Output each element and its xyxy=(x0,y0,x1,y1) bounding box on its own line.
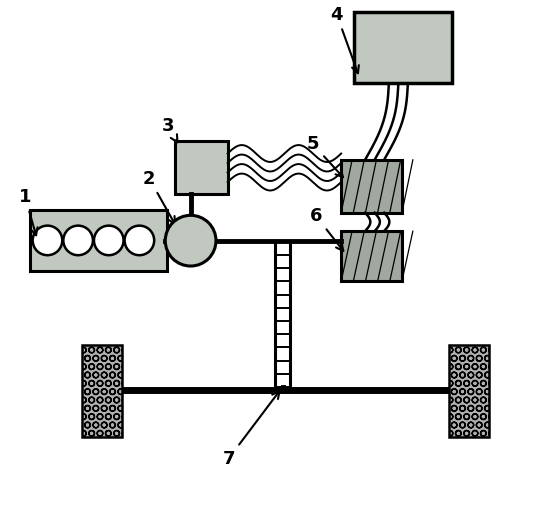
Bar xyxy=(341,160,402,213)
Text: 5: 5 xyxy=(307,135,343,177)
Bar xyxy=(175,141,228,194)
Bar xyxy=(82,345,122,437)
Bar xyxy=(29,210,167,271)
Text: 6: 6 xyxy=(310,207,343,251)
Bar xyxy=(450,345,489,437)
Text: 3: 3 xyxy=(161,117,178,142)
Circle shape xyxy=(33,226,62,255)
Circle shape xyxy=(63,226,93,255)
Text: 4: 4 xyxy=(331,6,359,73)
Text: 7: 7 xyxy=(222,391,280,468)
Bar xyxy=(341,231,402,281)
Text: 1: 1 xyxy=(19,188,38,235)
Circle shape xyxy=(165,215,216,266)
Bar xyxy=(354,12,452,83)
Circle shape xyxy=(125,226,154,255)
Text: 2: 2 xyxy=(143,169,175,224)
Circle shape xyxy=(94,226,124,255)
